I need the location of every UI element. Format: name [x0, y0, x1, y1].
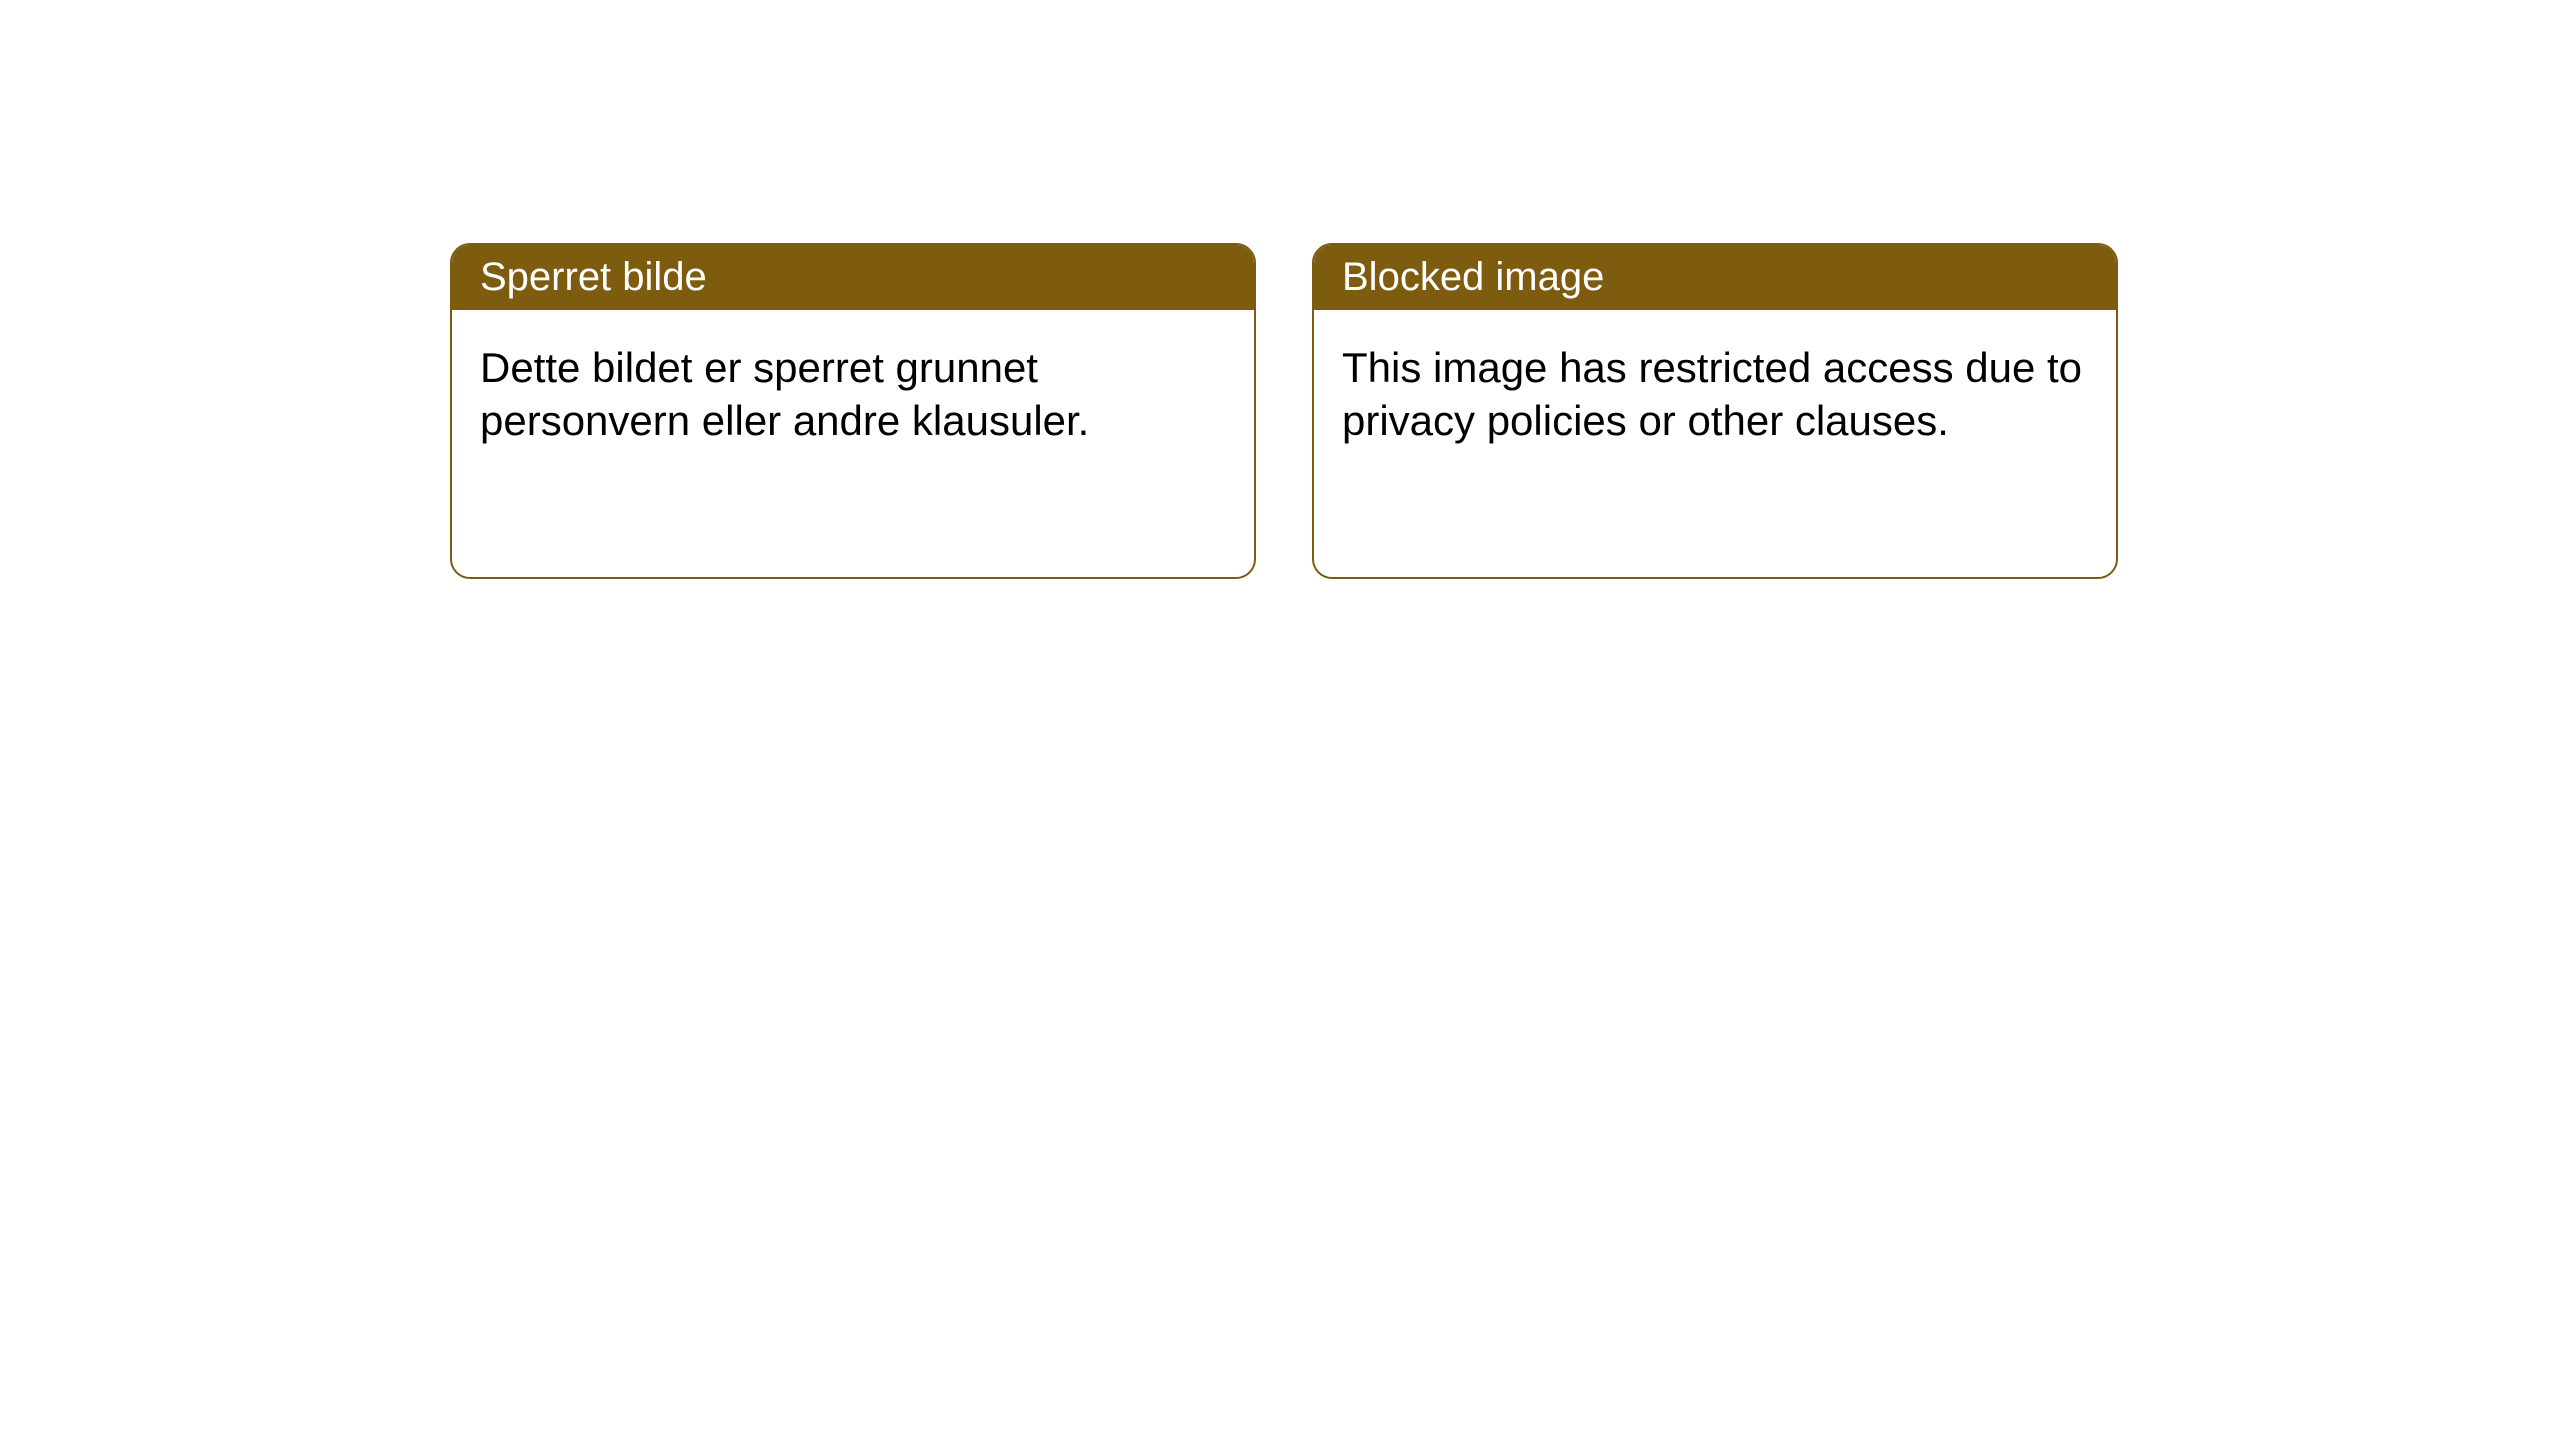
card-body-no: Dette bildet er sperret grunnet personve…	[452, 310, 1254, 479]
card-body-en: This image has restricted access due to …	[1314, 310, 2116, 479]
blocked-image-card-no: Sperret bilde Dette bildet er sperret gr…	[450, 243, 1256, 579]
cards-container: Sperret bilde Dette bildet er sperret gr…	[450, 243, 2118, 579]
card-header-no: Sperret bilde	[452, 245, 1254, 310]
card-header-en: Blocked image	[1314, 245, 2116, 310]
blocked-image-card-en: Blocked image This image has restricted …	[1312, 243, 2118, 579]
